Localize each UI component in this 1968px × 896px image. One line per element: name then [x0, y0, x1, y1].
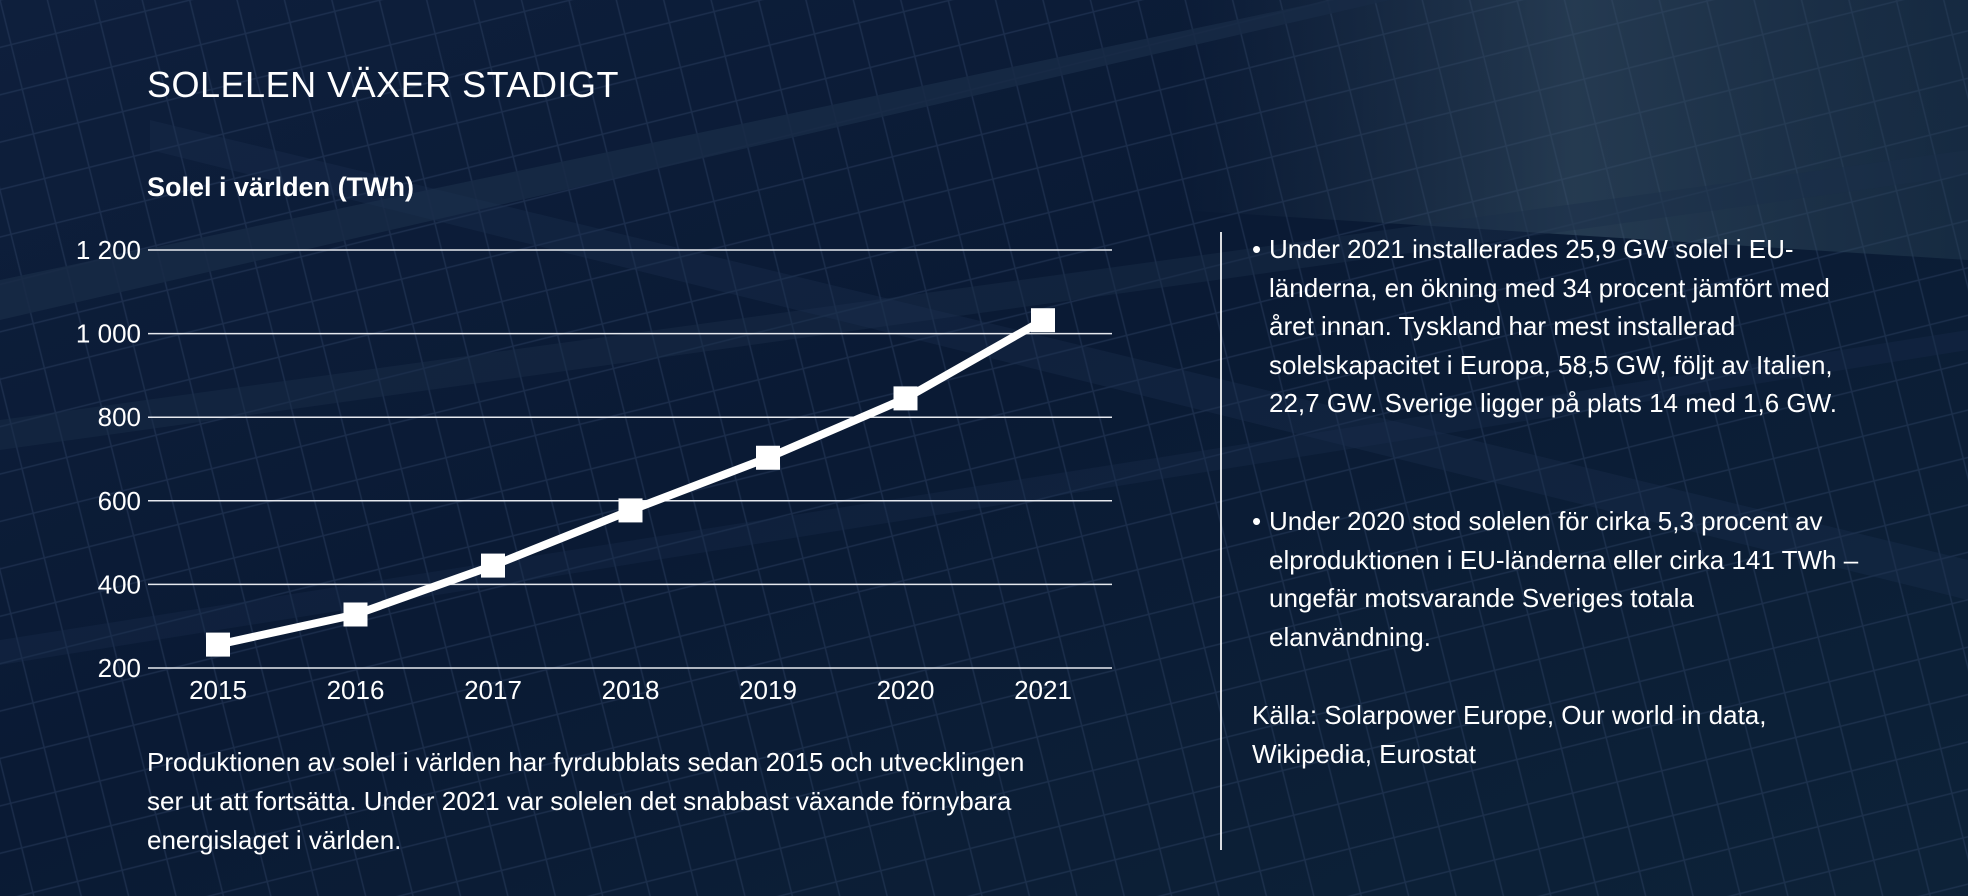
y-tick-label: 1 000 — [76, 319, 141, 349]
chart-gridlines — [148, 249, 1112, 669]
y-tick-label: 400 — [98, 569, 141, 599]
y-tick-label: 800 — [98, 402, 141, 432]
page-title: SOLELEN VÄXER STADIGT — [147, 64, 619, 105]
fact-bullet-2: • Under 2020 stod solelen för cirka 5,3 … — [1252, 502, 1862, 656]
data-point-marker — [481, 553, 505, 578]
x-tick-label: 2017 — [464, 675, 522, 705]
source-note: Källa: Solarpower Europe, Our world in d… — [1252, 700, 1767, 769]
chart-title: Solel i världen (TWh) — [147, 172, 415, 202]
y-tick-label: 1 200 — [76, 235, 141, 265]
fact-text: Under 2020 stod solelen för cirka 5,3 pr… — [1269, 506, 1859, 652]
series-line — [217, 316, 1045, 649]
x-axis-ticks: 2015 2016 2017 2018 2019 2020 2021 — [189, 675, 1072, 705]
column-divider — [1220, 232, 1222, 850]
data-point-marker — [343, 602, 368, 627]
fact-bullet-1: • Under 2021 installerades 25,9 GW solel… — [1252, 230, 1862, 423]
x-tick-label: 2018 — [602, 675, 660, 705]
series-markers — [206, 308, 1055, 657]
chart-caption: Produktionen av solel i världen har fyrd… — [147, 747, 1025, 855]
x-tick-label: 2015 — [189, 675, 247, 705]
bullet-marker: • — [1252, 506, 1262, 536]
data-point-marker — [206, 632, 230, 657]
x-tick-label: 2016 — [327, 675, 385, 705]
y-axis-ticks: 200 400 600 800 1 000 1 200 — [76, 235, 141, 683]
x-tick-label: 2020 — [877, 675, 935, 705]
bullet-marker: • — [1252, 234, 1262, 264]
data-point-marker — [756, 445, 780, 470]
x-tick-label: 2019 — [739, 675, 797, 705]
data-point-marker — [1031, 308, 1055, 333]
data-point-marker — [893, 386, 918, 411]
series-line-path — [217, 316, 1045, 649]
data-point-marker — [618, 498, 643, 523]
fact-text: Under 2021 installerades 25,9 GW solel i… — [1269, 234, 1837, 418]
y-tick-label: 200 — [98, 653, 141, 683]
y-tick-label: 600 — [98, 486, 141, 516]
x-tick-label: 2021 — [1014, 675, 1072, 705]
